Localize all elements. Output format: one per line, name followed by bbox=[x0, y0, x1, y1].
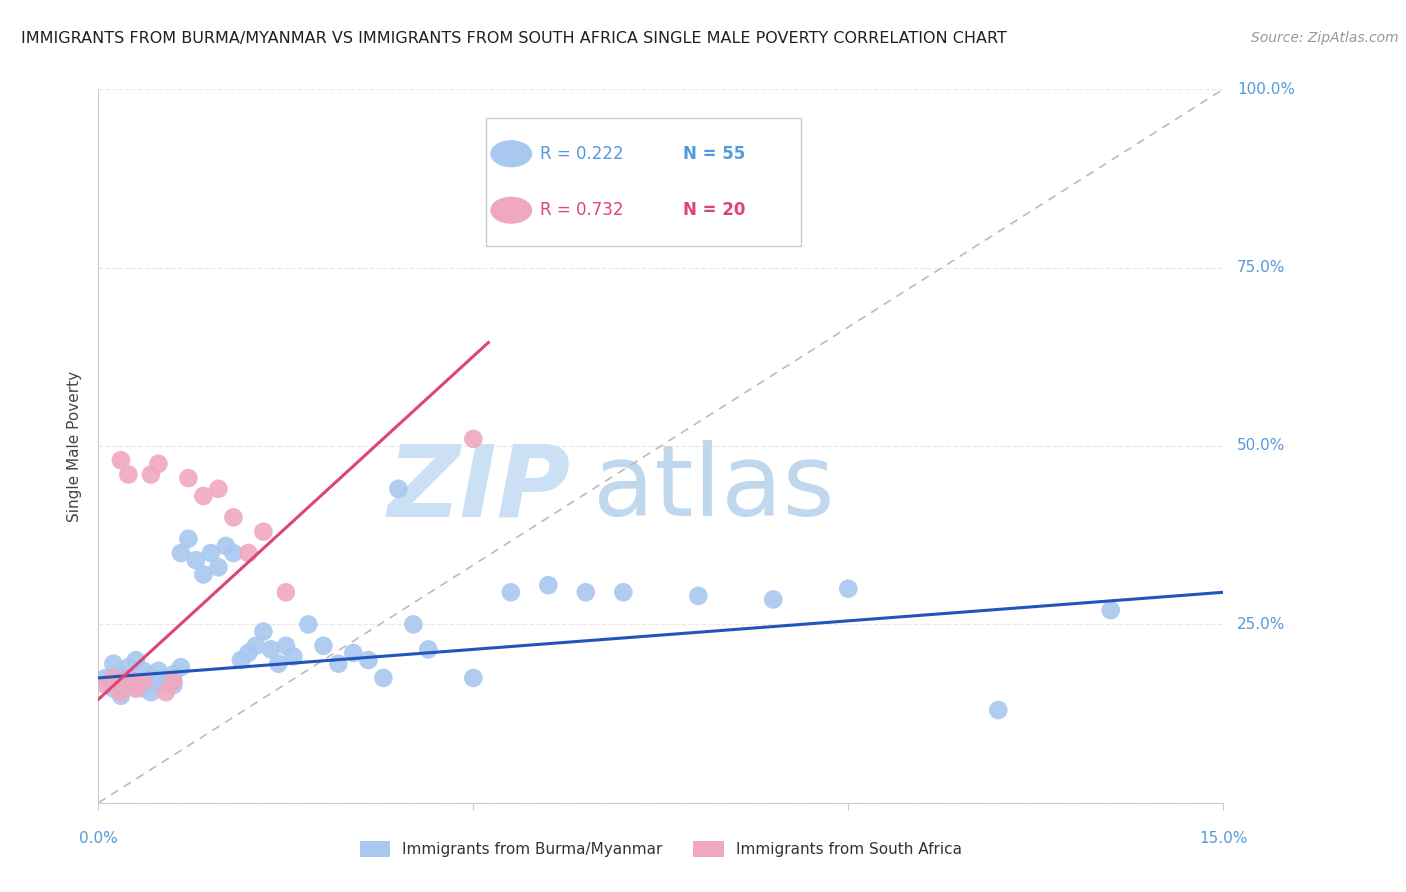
Point bbox=[373, 671, 395, 685]
Point bbox=[762, 592, 785, 607]
Point bbox=[148, 457, 170, 471]
Point bbox=[155, 685, 177, 699]
Point bbox=[342, 646, 364, 660]
Point bbox=[260, 642, 283, 657]
Point bbox=[139, 467, 162, 482]
Text: R = 0.222: R = 0.222 bbox=[540, 145, 624, 162]
Point bbox=[103, 657, 125, 671]
Point bbox=[110, 685, 132, 699]
Point bbox=[155, 674, 177, 689]
Point bbox=[117, 467, 139, 482]
Point bbox=[222, 546, 245, 560]
Point bbox=[125, 674, 148, 689]
Point bbox=[177, 471, 200, 485]
Point bbox=[132, 664, 155, 678]
Point bbox=[103, 681, 125, 696]
Point bbox=[238, 646, 260, 660]
Text: N = 55: N = 55 bbox=[683, 145, 745, 162]
Point bbox=[537, 578, 560, 592]
Point bbox=[463, 671, 485, 685]
Text: 0.0%: 0.0% bbox=[79, 830, 118, 846]
Point bbox=[162, 667, 184, 681]
Point bbox=[170, 660, 193, 674]
Y-axis label: Single Male Poverty: Single Male Poverty bbox=[67, 370, 83, 522]
Point bbox=[207, 560, 229, 574]
Point bbox=[215, 539, 238, 553]
Point bbox=[297, 617, 319, 632]
Point bbox=[238, 546, 260, 560]
Point bbox=[612, 585, 634, 599]
FancyBboxPatch shape bbox=[486, 118, 801, 246]
Point bbox=[274, 639, 297, 653]
Point bbox=[170, 546, 193, 560]
Point bbox=[328, 657, 350, 671]
Point bbox=[132, 674, 155, 689]
Point bbox=[177, 532, 200, 546]
Point bbox=[463, 432, 485, 446]
Point bbox=[162, 674, 184, 689]
Text: 50.0%: 50.0% bbox=[1237, 439, 1285, 453]
Text: 75.0%: 75.0% bbox=[1237, 260, 1285, 275]
Text: R = 0.732: R = 0.732 bbox=[540, 202, 624, 219]
Text: 25.0%: 25.0% bbox=[1237, 617, 1285, 632]
Point bbox=[499, 585, 522, 599]
Point bbox=[139, 685, 162, 699]
Circle shape bbox=[491, 141, 531, 167]
Point bbox=[193, 489, 215, 503]
Point bbox=[1099, 603, 1122, 617]
Text: Source: ZipAtlas.com: Source: ZipAtlas.com bbox=[1251, 31, 1399, 45]
Point bbox=[125, 681, 148, 696]
Point bbox=[252, 624, 274, 639]
Point bbox=[402, 617, 425, 632]
Point bbox=[274, 585, 297, 599]
Point bbox=[267, 657, 290, 671]
Point bbox=[837, 582, 859, 596]
Point bbox=[148, 678, 170, 692]
Text: atlas: atlas bbox=[593, 441, 835, 537]
Text: IMMIGRANTS FROM BURMA/MYANMAR VS IMMIGRANTS FROM SOUTH AFRICA SINGLE MALE POVERT: IMMIGRANTS FROM BURMA/MYANMAR VS IMMIGRA… bbox=[21, 31, 1007, 46]
Point bbox=[132, 681, 155, 696]
Point bbox=[94, 671, 117, 685]
Point bbox=[184, 553, 207, 567]
Point bbox=[193, 567, 215, 582]
Point bbox=[387, 482, 409, 496]
Point bbox=[575, 585, 598, 599]
Point bbox=[229, 653, 252, 667]
Point bbox=[117, 660, 139, 674]
Point bbox=[688, 589, 710, 603]
Point bbox=[283, 649, 305, 664]
Text: ZIP: ZIP bbox=[388, 441, 571, 537]
Point bbox=[110, 453, 132, 467]
Point bbox=[222, 510, 245, 524]
Point bbox=[103, 671, 125, 685]
Point bbox=[125, 653, 148, 667]
Point bbox=[139, 671, 162, 685]
Point bbox=[312, 639, 335, 653]
Point bbox=[418, 642, 440, 657]
Point bbox=[117, 678, 139, 692]
Text: N = 20: N = 20 bbox=[683, 202, 745, 219]
Point bbox=[357, 653, 380, 667]
Point bbox=[252, 524, 274, 539]
Point bbox=[148, 664, 170, 678]
Point bbox=[110, 667, 132, 681]
Point bbox=[987, 703, 1010, 717]
Point bbox=[245, 639, 267, 653]
Text: 15.0%: 15.0% bbox=[1199, 830, 1247, 846]
Point bbox=[207, 482, 229, 496]
Point bbox=[200, 546, 222, 560]
Legend: Immigrants from Burma/Myanmar, Immigrants from South Africa: Immigrants from Burma/Myanmar, Immigrant… bbox=[353, 835, 969, 863]
Point bbox=[110, 689, 132, 703]
Text: 100.0%: 100.0% bbox=[1237, 82, 1295, 96]
Point bbox=[94, 678, 117, 692]
Point bbox=[155, 671, 177, 685]
Point bbox=[117, 671, 139, 685]
Point bbox=[162, 678, 184, 692]
Circle shape bbox=[491, 197, 531, 223]
